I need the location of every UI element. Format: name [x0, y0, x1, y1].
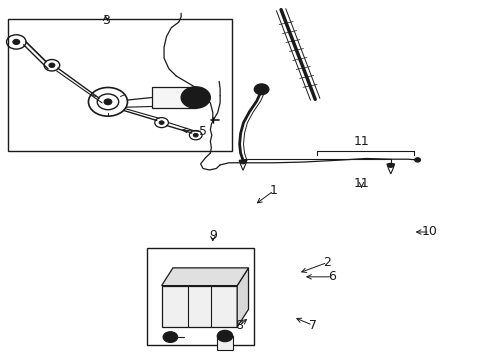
Bar	[152, 87, 195, 108]
Text: 6: 6	[327, 270, 336, 283]
Text: 8: 8	[235, 319, 243, 332]
Polygon shape	[386, 164, 394, 174]
Circle shape	[240, 159, 245, 164]
Text: 7: 7	[308, 319, 316, 332]
Bar	[161, 285, 237, 327]
Circle shape	[166, 334, 173, 339]
Text: 3: 3	[102, 14, 109, 27]
Polygon shape	[239, 160, 246, 170]
Text: 1: 1	[269, 184, 277, 197]
Circle shape	[254, 84, 268, 95]
Circle shape	[414, 158, 420, 162]
Circle shape	[217, 330, 232, 342]
Polygon shape	[237, 268, 248, 327]
Text: 10: 10	[421, 225, 437, 238]
Circle shape	[181, 87, 210, 108]
Circle shape	[104, 99, 112, 105]
Circle shape	[192, 95, 199, 100]
Text: 5: 5	[199, 125, 206, 138]
Circle shape	[193, 134, 198, 137]
Text: 11: 11	[353, 177, 368, 190]
Circle shape	[387, 163, 393, 167]
Circle shape	[13, 40, 20, 44]
Text: 2: 2	[323, 256, 331, 269]
Text: 9: 9	[208, 229, 216, 242]
Polygon shape	[161, 268, 248, 285]
Circle shape	[159, 121, 163, 125]
Circle shape	[163, 332, 177, 342]
Circle shape	[49, 63, 55, 67]
Text: 4: 4	[201, 91, 209, 104]
Circle shape	[258, 87, 264, 91]
Bar	[217, 336, 232, 350]
Text: 11: 11	[353, 135, 368, 148]
Bar	[147, 248, 254, 345]
Bar	[8, 19, 232, 151]
